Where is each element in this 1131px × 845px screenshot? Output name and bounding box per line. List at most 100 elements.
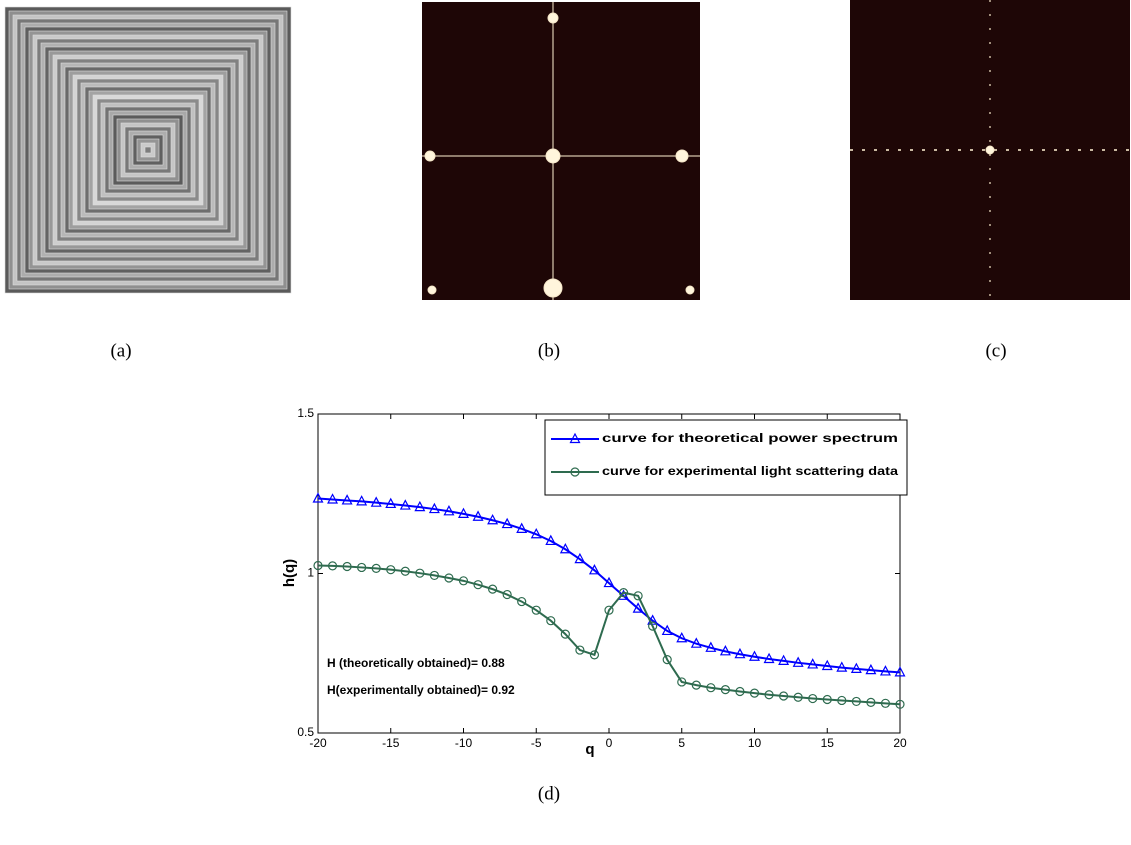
x-tick-label: 10	[748, 736, 762, 750]
marker	[589, 650, 600, 660]
legend-box	[544, 419, 908, 496]
marker	[880, 698, 891, 708]
marker	[313, 560, 323, 571]
marker	[618, 588, 629, 598]
image-a	[4, 6, 292, 294]
marker	[690, 637, 702, 648]
image-b-features	[422, 2, 700, 300]
marker	[604, 605, 614, 615]
marker	[749, 688, 760, 698]
image-b	[422, 2, 700, 300]
panel-label: (c)	[985, 340, 1006, 361]
marker	[399, 499, 411, 510]
marker	[778, 654, 790, 666]
x-tick-label: -20	[309, 736, 327, 750]
marker	[429, 570, 439, 581]
marker	[444, 573, 454, 583]
marker	[357, 562, 367, 573]
marker	[793, 692, 803, 702]
marker	[691, 680, 701, 690]
marker	[705, 641, 717, 652]
marker	[764, 690, 774, 700]
marker	[569, 432, 581, 444]
marker	[327, 561, 338, 571]
marker	[501, 517, 513, 529]
legend-label: curve for theoretical power spectrum	[602, 431, 898, 445]
marker	[443, 505, 455, 516]
marker	[502, 589, 512, 600]
series-line	[317, 497, 901, 674]
spot	[985, 145, 995, 155]
marker	[632, 602, 644, 613]
marker	[676, 631, 688, 643]
marker	[570, 467, 580, 477]
series-line	[317, 564, 901, 706]
marker	[458, 576, 469, 586]
marker	[531, 605, 541, 615]
marker	[821, 659, 833, 671]
marker	[633, 591, 643, 601]
marker	[661, 624, 673, 636]
legend-label: curve for experimental light scattering …	[602, 464, 898, 478]
x-tick-label: 0	[606, 736, 613, 750]
marker	[603, 576, 615, 588]
marker	[648, 621, 658, 631]
panel-label: (a)	[110, 340, 131, 361]
x-tick-label: -15	[382, 736, 400, 750]
marker	[312, 492, 324, 503]
marker	[706, 683, 716, 693]
panel-label: (b)	[538, 340, 560, 361]
marker	[894, 666, 906, 677]
spot	[424, 150, 436, 162]
annotation: H (theoretically obtained)= 0.88	[327, 656, 505, 670]
image-c-features	[850, 0, 1130, 300]
spot	[685, 285, 695, 295]
marker	[472, 510, 484, 521]
marker	[385, 497, 397, 509]
marker	[560, 629, 570, 639]
marker	[428, 502, 440, 514]
marker	[836, 661, 848, 672]
marker	[370, 496, 382, 507]
marker	[808, 693, 818, 704]
spot	[545, 148, 561, 164]
marker	[545, 534, 557, 546]
marker	[662, 655, 672, 665]
y-tick-label: 1	[307, 566, 314, 580]
spot	[675, 149, 689, 163]
marker	[677, 677, 687, 687]
marker	[574, 552, 586, 564]
annotation: H(experimentally obtained)= 0.92	[327, 683, 515, 697]
marker	[341, 494, 353, 505]
x-tick-label: 20	[893, 736, 907, 750]
panel-label: (d)	[538, 783, 560, 804]
marker	[386, 565, 396, 575]
marker	[530, 527, 542, 539]
marker	[851, 696, 861, 707]
x-tick-label: 15	[821, 736, 835, 750]
marker	[342, 561, 352, 572]
x-tick-label: -10	[455, 736, 473, 750]
marker	[807, 658, 819, 669]
x-tick-label: 5	[678, 736, 685, 750]
marker	[719, 645, 731, 656]
marker	[879, 665, 891, 676]
marker	[895, 699, 905, 709]
marker	[371, 563, 381, 573]
marker	[720, 685, 731, 695]
marker	[356, 495, 368, 506]
marker	[778, 691, 789, 701]
marker	[866, 697, 876, 707]
marker	[517, 596, 527, 607]
marker	[546, 616, 556, 626]
x-axis-label: q	[585, 741, 594, 758]
y-tick-label: 0.5	[297, 725, 314, 739]
marker	[588, 564, 600, 575]
marker	[414, 500, 426, 512]
marker	[327, 493, 339, 504]
square	[144, 146, 152, 154]
y-tick-label: 1.5	[297, 406, 314, 420]
spot	[427, 285, 437, 295]
marker	[734, 647, 746, 659]
